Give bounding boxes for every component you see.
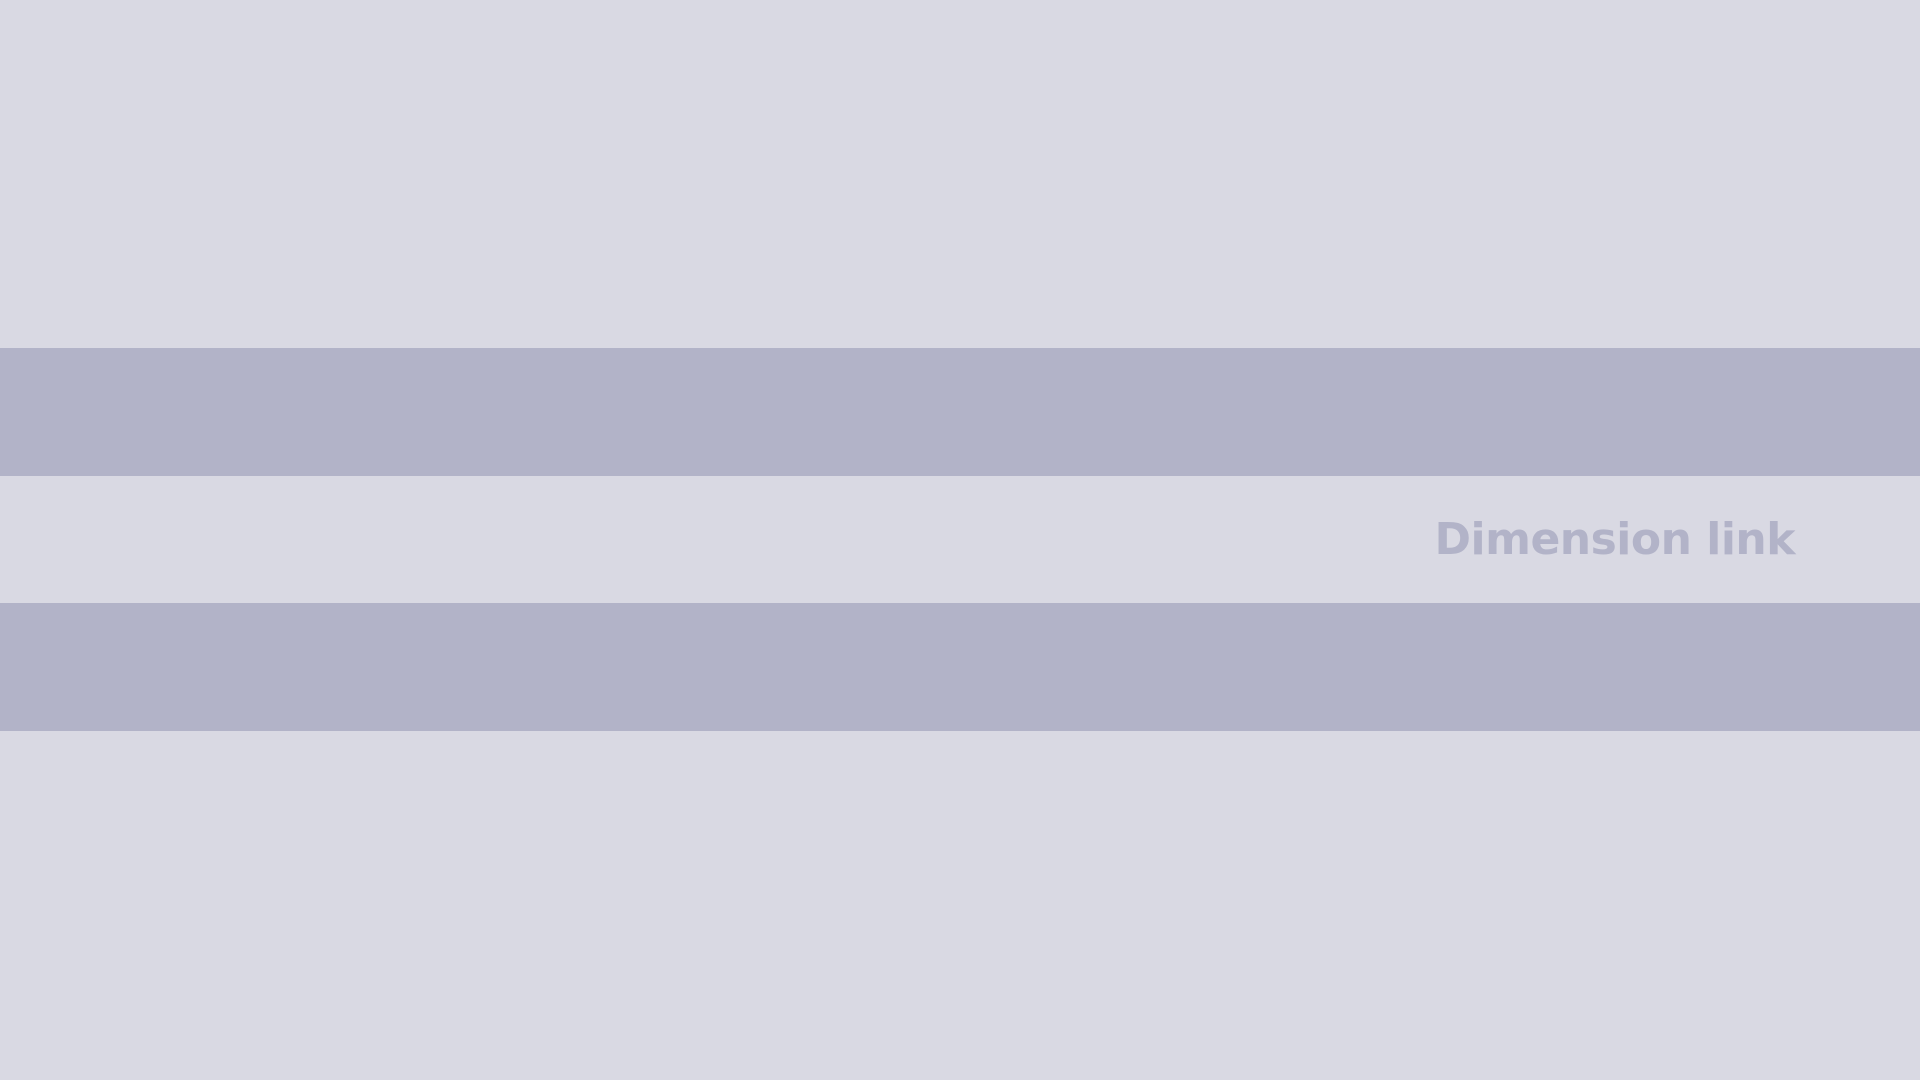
dimension-link[interactable]: Dimension link — [1434, 514, 1795, 565]
link-row: Dimension link — [0, 476, 1920, 603]
placeholder-band-bottom — [0, 603, 1920, 731]
placeholder-band-top — [0, 348, 1920, 476]
